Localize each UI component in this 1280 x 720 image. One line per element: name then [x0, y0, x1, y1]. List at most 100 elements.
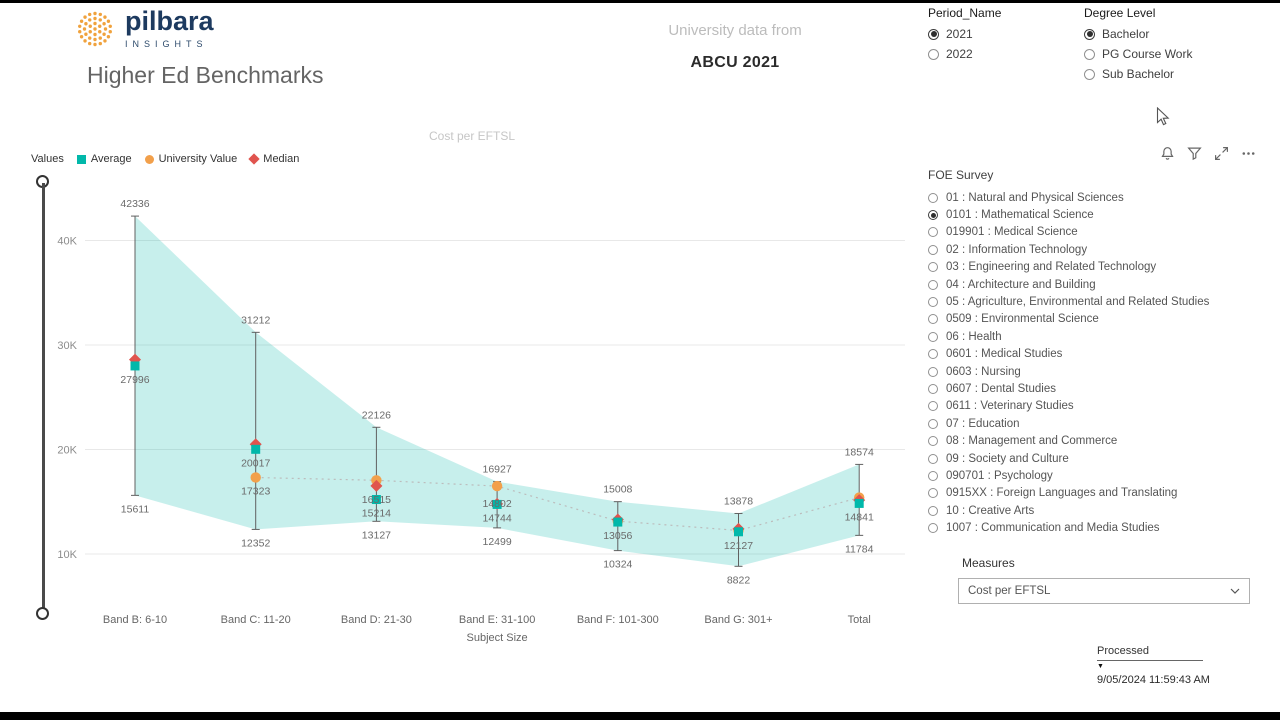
data-label: 20017: [241, 457, 270, 469]
brand-text: pilbara INSIGHTS: [125, 8, 214, 50]
legend-item-university[interactable]: University Value: [144, 153, 237, 165]
degree-option[interactable]: PG Course Work: [1084, 47, 1192, 61]
university-name: ABCU 2021: [690, 54, 780, 71]
university-value-marker[interactable]: [250, 472, 261, 483]
foe-option[interactable]: 090701 : Psychology: [928, 467, 1209, 484]
processed-column-header[interactable]: Processed: [1097, 645, 1203, 661]
radio-icon: [928, 418, 938, 429]
foe-option[interactable]: 10 : Creative Arts: [928, 502, 1209, 519]
x-category-label: Band D: 21-30: [341, 614, 412, 626]
legend-label: Median: [263, 153, 300, 165]
data-label: 42336: [120, 198, 149, 210]
average-marker[interactable]: [854, 498, 864, 508]
median-marker[interactable]: [370, 479, 383, 492]
focus-mode-icon[interactable]: [1214, 146, 1229, 161]
data-label: 15611: [121, 503, 150, 515]
foe-option[interactable]: 019901 : Medical Science: [928, 224, 1209, 241]
foe-option[interactable]: 0611 : Veterinary Studies: [928, 398, 1209, 415]
radio-icon: [1084, 68, 1095, 80]
radio-label: 090701 : Psychology: [946, 469, 1053, 482]
filter-icon[interactable]: [1187, 146, 1202, 161]
radio-label: 0509 : Environmental Science: [946, 313, 1099, 326]
foe-option[interactable]: 01 : Natural and Physical Sciences: [928, 189, 1209, 206]
foe-option[interactable]: 09 : Society and Culture: [928, 450, 1209, 467]
data-label: 10324: [603, 559, 632, 571]
radio-icon: [928, 297, 938, 308]
period-option[interactable]: 2022: [928, 47, 1001, 61]
chart-legend: Values Average University Value Median: [31, 153, 299, 165]
legend-label: Average: [90, 153, 132, 165]
data-label: 27996: [120, 374, 149, 386]
radio-label: 07 : Education: [946, 417, 1020, 430]
y-tick-label: 10K: [57, 549, 77, 561]
radio-label: 2022: [946, 47, 973, 61]
legend-items: Average University Value Median: [76, 153, 300, 165]
foe-options: 01 : Natural and Physical Sciences 0101 :…: [928, 189, 1209, 537]
benchmark-chart-svg: 10K 20K 30K 40K 42336 27996 15611 Band B: 6-10 3…: [57, 198, 905, 644]
center-header: University data from ABCU 2021: [575, 22, 895, 72]
radio-icon: [928, 453, 938, 464]
period-option[interactable]: 2021: [928, 27, 1001, 41]
x-category-label: Band B: 6-10: [103, 614, 167, 626]
measures-label: Measures: [962, 556, 1015, 570]
foe-option[interactable]: 0509 : Environmental Science: [928, 311, 1209, 328]
radio-label: Sub Bachelor: [1102, 67, 1175, 81]
foe-option[interactable]: 07 : Education: [928, 415, 1209, 432]
average-marker[interactable]: [492, 499, 502, 509]
data-label: 13878: [724, 495, 753, 507]
radio-label: 0611 : Veterinary Studies: [946, 400, 1074, 413]
more-options-icon[interactable]: [1241, 146, 1256, 161]
bell-icon[interactable]: [1160, 146, 1175, 161]
degree-options: Bachelor PG Course Work Sub Bachelor: [1084, 27, 1192, 81]
y-axis-range-slider[interactable]: [36, 175, 50, 620]
x-category-label: Band E: 31-100: [459, 614, 535, 626]
degree-option[interactable]: Bachelor: [1084, 27, 1192, 41]
chevron-down-icon: [1230, 588, 1240, 594]
data-label: 17323: [241, 485, 270, 497]
square-marker-icon: [76, 154, 86, 164]
radio-icon: [928, 366, 938, 377]
data-label: 14744: [482, 512, 511, 524]
average-marker[interactable]: [251, 444, 261, 454]
radio-icon: [928, 227, 938, 238]
radio-icon: [928, 470, 938, 481]
degree-option[interactable]: Sub Bachelor: [1084, 67, 1192, 81]
measures-dropdown-value: Cost per EFTSL: [968, 585, 1051, 597]
x-axis-title: Subject Size: [467, 632, 528, 644]
university-data-from-label: University data from: [668, 22, 802, 39]
legend-item-average[interactable]: Average: [76, 153, 132, 165]
average-marker[interactable]: [130, 361, 140, 371]
data-label: 11784: [845, 543, 874, 555]
period-name-slicer: Period_Name 2021 2022: [928, 6, 1001, 67]
average-marker[interactable]: [734, 527, 743, 537]
data-label: 22126: [362, 409, 391, 421]
foe-option[interactable]: 1007 : Communication and Media Studies: [928, 519, 1209, 536]
radio-icon: [928, 349, 938, 360]
foe-option[interactable]: 0915XX : Foreign Languages and Translati…: [928, 485, 1209, 502]
foe-option[interactable]: 0601 : Medical Studies: [928, 346, 1209, 363]
radio-icon: [928, 383, 938, 394]
foe-option[interactable]: 0603 : Nursing: [928, 363, 1209, 380]
measures-dropdown[interactable]: Cost per EFTSL: [958, 578, 1250, 604]
foe-option[interactable]: 02 : Information Technology: [928, 241, 1209, 258]
foe-option[interactable]: 0607 : Dental Studies: [928, 380, 1209, 397]
foe-option[interactable]: 08 : Management and Commerce: [928, 432, 1209, 449]
slider-handle-bottom[interactable]: [36, 607, 49, 620]
foe-option[interactable]: 03 : Engineering and Related Technology: [928, 259, 1209, 276]
foe-option[interactable]: 0101 : Mathematical Science: [928, 206, 1209, 223]
legend-item-median[interactable]: Median: [248, 153, 300, 165]
foe-option[interactable]: 04 : Architecture and Building: [928, 276, 1209, 293]
average-marker[interactable]: [613, 517, 623, 527]
pilbara-logo-icon: [78, 11, 112, 47]
x-category-label: Band C: 11-20: [221, 614, 291, 626]
slider-track[interactable]: [41, 183, 45, 612]
radio-label: 01 : Natural and Physical Sciences: [946, 191, 1124, 204]
radio-label: 0607 : Dental Studies: [946, 382, 1056, 395]
sort-descending-icon[interactable]: ▼: [1097, 663, 1104, 670]
radio-label: 02 : Information Technology: [946, 243, 1088, 256]
average-marker[interactable]: [371, 495, 381, 505]
university-value-marker[interactable]: [491, 480, 503, 492]
foe-option[interactable]: 06 : Health: [928, 328, 1209, 345]
radio-icon: [928, 262, 938, 273]
foe-option[interactable]: 05 : Agriculture, Environmental and Rela…: [928, 293, 1209, 310]
